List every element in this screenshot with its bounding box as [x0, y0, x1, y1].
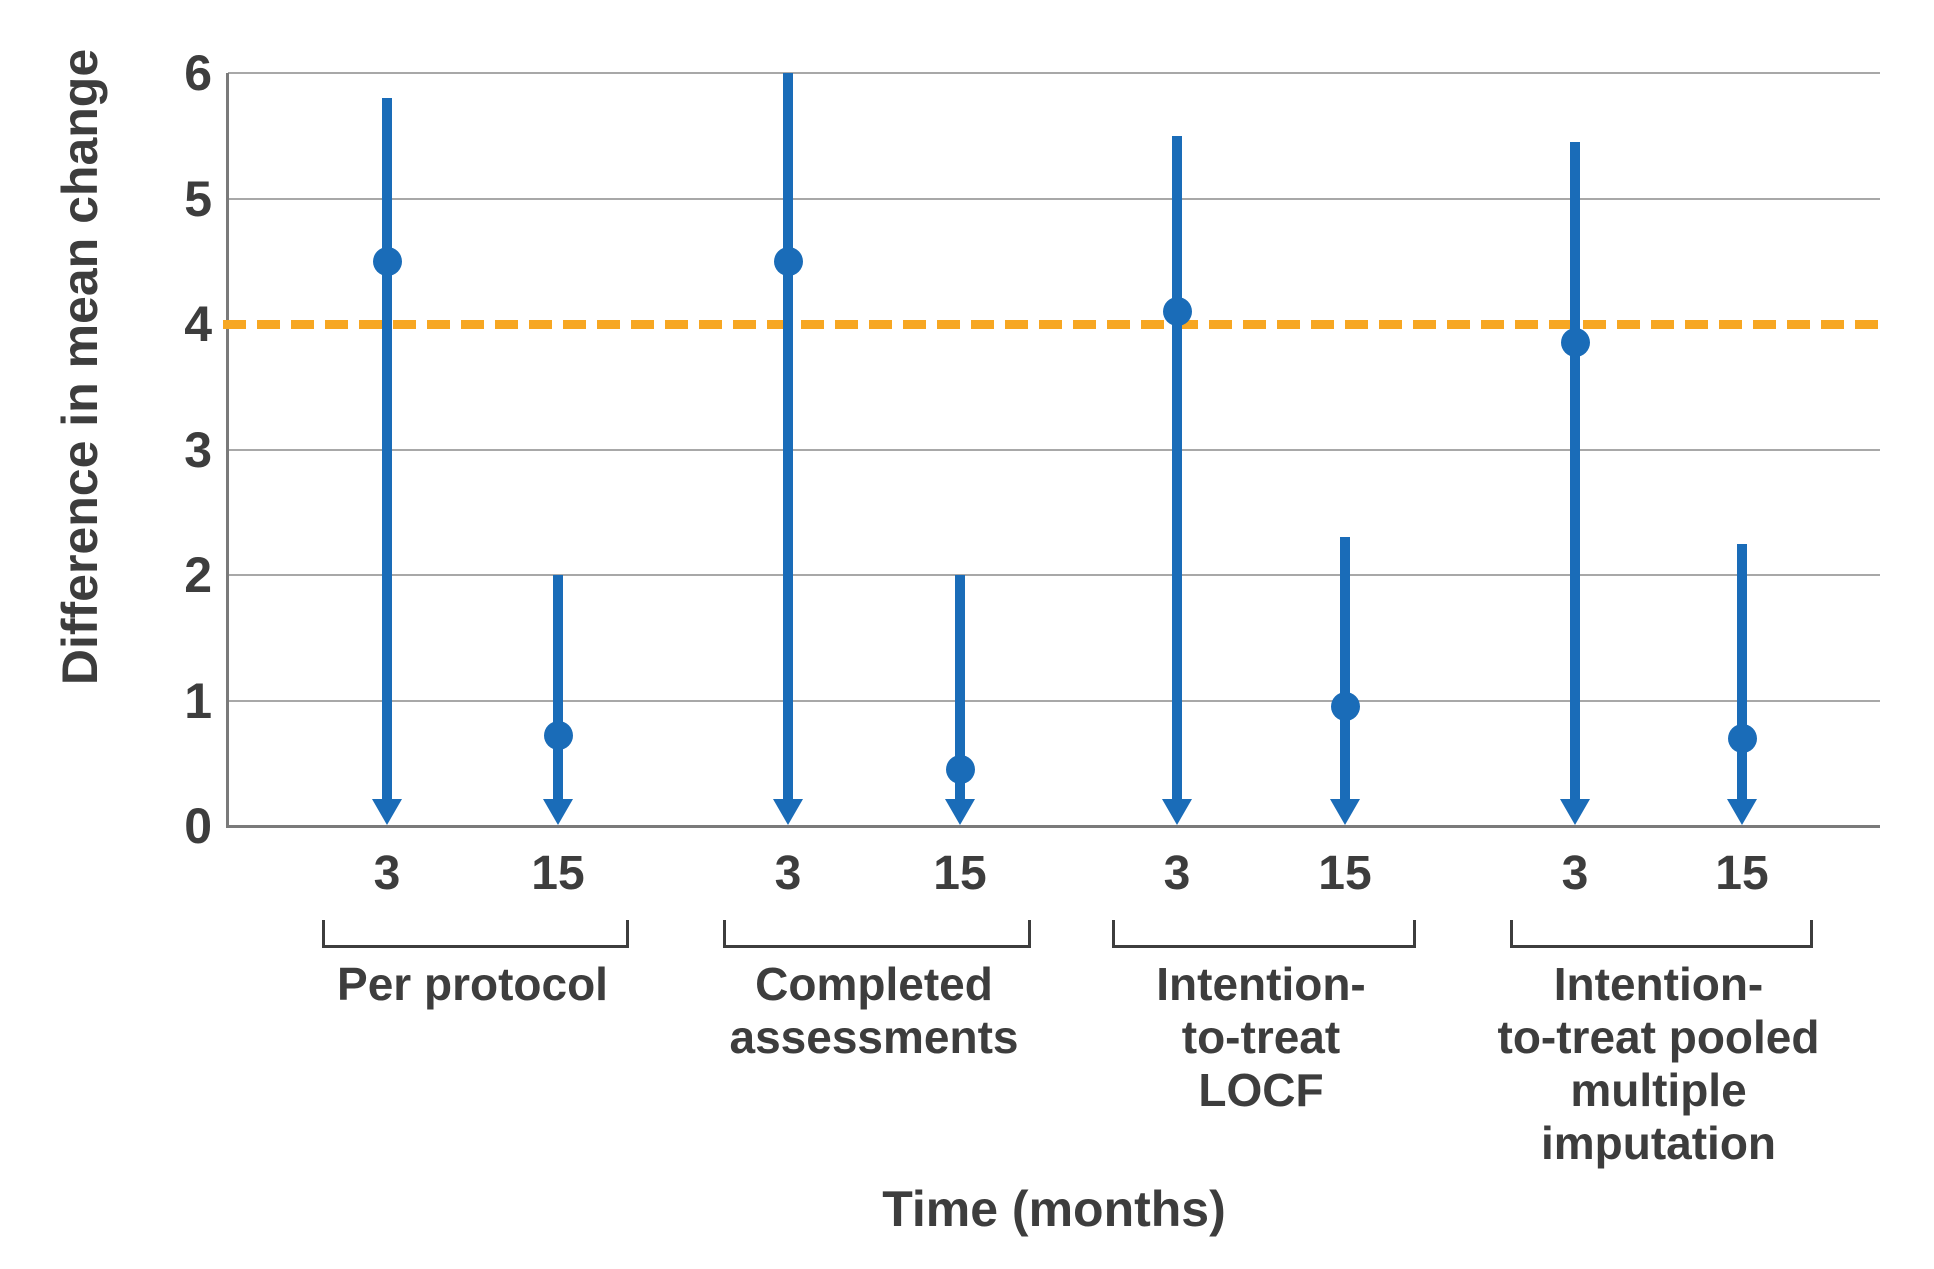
point-estimate — [1560, 328, 1590, 358]
point-estimate — [372, 246, 402, 276]
gridline — [228, 197, 1880, 200]
x-tick-label: 3 — [774, 847, 802, 900]
y-tick-label: 1 — [184, 672, 212, 729]
group-label-line: assessments — [729, 1011, 1019, 1063]
y-tick-label: 6 — [184, 45, 212, 101]
x-tick-label: 15 — [531, 847, 585, 900]
x-tick-label: 15 — [1318, 847, 1372, 900]
x-tick-label: 15 — [1715, 847, 1769, 900]
group-label-line: multiple — [1570, 1064, 1747, 1116]
group-label-line: to-treat — [1181, 1011, 1341, 1063]
point-estimate — [543, 721, 573, 751]
ci-bar — [382, 98, 392, 806]
group-bracket — [322, 920, 629, 948]
gridline — [228, 448, 1880, 451]
ci-lower-arrow-down-icon — [1330, 799, 1360, 825]
y-tick-label: 0 — [184, 798, 212, 854]
y-tick-label: 4 — [184, 296, 212, 352]
reference-line — [223, 320, 1880, 329]
y-tick-label: 2 — [184, 547, 212, 603]
x-tick-label: 3 — [1561, 847, 1589, 900]
y-tick-label: 3 — [184, 421, 212, 478]
ci-lower-arrow-down-icon — [773, 799, 803, 825]
point-estimate — [1162, 296, 1192, 326]
x-axis-title: Time (months) — [882, 1181, 1226, 1237]
group-label: Intention-to-treat pooled multiple imputat… — [1399, 958, 1919, 1170]
ci-bar — [783, 73, 793, 806]
ci-bar — [1570, 142, 1580, 806]
y-tick-label: 5 — [184, 170, 212, 227]
ci-bar — [553, 575, 563, 806]
group-label: Intention-to-treat LOCF — [1001, 958, 1521, 1117]
y-axis-line — [226, 73, 229, 828]
ci-lower-arrow-down-icon — [1162, 799, 1192, 825]
group-label: Per protocol — [213, 958, 733, 1011]
ci-lower-arrow-down-icon — [1560, 799, 1590, 825]
point-estimate — [1330, 692, 1360, 722]
ci-bar — [1737, 543, 1747, 806]
gridline — [228, 574, 1880, 576]
group-label-line: to-treat pooled — [1497, 1011, 1820, 1063]
point-estimate — [773, 246, 803, 276]
ci-bar — [955, 575, 965, 806]
group-label-line: Per protocol — [337, 958, 608, 1010]
gridline — [228, 72, 1880, 74]
group-bracket — [1510, 920, 1813, 948]
ci-lower-arrow-down-icon — [945, 799, 975, 825]
group-label: Completed assessments — [614, 958, 1134, 1064]
x-tick-label: 3 — [373, 847, 401, 900]
ci-bar — [1340, 537, 1350, 806]
group-label-line: LOCF — [1198, 1064, 1324, 1116]
x-axis-baseline — [226, 825, 1880, 828]
ci-lower-arrow-down-icon — [543, 799, 573, 825]
point-estimate — [945, 755, 975, 785]
ci-bar — [1172, 135, 1182, 806]
group-label-line: imputation — [1540, 1117, 1777, 1169]
group-label-line: Intention- — [1156, 958, 1366, 1010]
point-estimate — [1727, 723, 1757, 753]
x-tick-label: 3 — [1163, 847, 1191, 900]
group-label-line: Completed — [755, 958, 993, 1010]
x-tick-label: 15 — [933, 847, 987, 900]
ci-lower-arrow-down-icon — [372, 799, 402, 825]
gridline — [228, 699, 1880, 702]
group-bracket — [723, 920, 1031, 948]
group-bracket — [1112, 920, 1416, 948]
group-label-line: Intention- — [1553, 958, 1764, 1010]
ci-lower-arrow-down-icon — [1727, 799, 1757, 825]
